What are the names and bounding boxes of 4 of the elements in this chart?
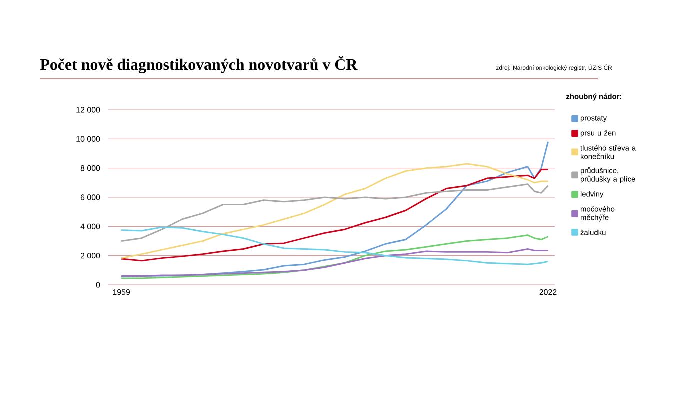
line-series — [120, 226, 549, 266]
line-series — [120, 234, 549, 280]
line-series — [120, 184, 549, 242]
chart-title: Počet nově diagnostikovaných novotvarů v ČR — [40, 56, 358, 74]
